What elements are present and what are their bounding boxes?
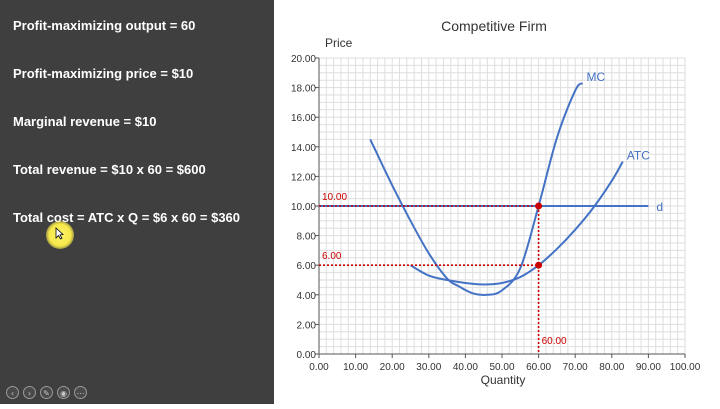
quantity-label: 60.00: [542, 336, 567, 347]
x-tick-label: 0.00: [309, 362, 329, 373]
note-output: Profit-maximizing output = 60: [13, 18, 196, 33]
notes-panel: Profit-maximizing output = 60 Profit-max…: [0, 0, 274, 404]
y-tick-label: 6.00: [297, 261, 317, 272]
series-label-d: d: [656, 200, 663, 214]
x-tick-label: 70.00: [563, 362, 588, 373]
y-tick-label: 16.00: [291, 113, 316, 124]
note-price: Profit-maximizing price = $10: [13, 66, 194, 81]
chart-title: Competitive Firm: [441, 18, 547, 34]
x-tick-label: 10.00: [343, 362, 368, 373]
price-label: 10.00: [322, 192, 347, 203]
previous-icon[interactable]: ‹: [6, 386, 19, 399]
series-line-atc: [409, 161, 624, 286]
chart: Competitive Firm Price Quantity 0.00 10.0…: [291, 18, 701, 387]
y-tick-label: 8.00: [297, 232, 317, 243]
y-tick-label: 0.00: [297, 350, 317, 361]
x-tick-label: 20.00: [380, 362, 405, 373]
y-tick-label: 10.00: [291, 202, 316, 213]
atc-label: 6.00: [322, 251, 342, 262]
x-tick-label: 80.00: [599, 362, 624, 373]
chart-area: Competitive Firm Price Quantity 0.00 10.0…: [274, 0, 720, 404]
data-point: [535, 261, 543, 269]
x-tick-label: 50.00: [489, 362, 514, 373]
y-tick-label: 2.00: [297, 320, 317, 331]
pen-icon[interactable]: ✎: [40, 386, 53, 399]
series-label-mc: MC: [587, 70, 606, 84]
x-tick-label: 100.00: [670, 362, 701, 373]
mouse-pointer-icon: [55, 227, 64, 240]
y-tick-label: 14.00: [291, 143, 316, 154]
zoom-icon[interactable]: ◉: [57, 386, 70, 399]
x-axis-label: Quantity: [481, 373, 526, 387]
annotation-layer: 10.00 6.00 60.00: [319, 192, 567, 354]
series-label-atc: ATC: [627, 149, 650, 163]
x-tick-label: 30.00: [416, 362, 441, 373]
y-tick-label: 4.00: [297, 291, 317, 302]
series-line-mc: [369, 82, 584, 296]
x-tick-label: 40.00: [453, 362, 478, 373]
axes: 0.00 10.00 20.00 30.00 40.00 50.00 60.00 70.00 8…: [291, 54, 701, 373]
y-axis-label: Price: [325, 36, 353, 50]
note-total-revenue: Total revenue = $10 x 60 = $600: [13, 162, 206, 177]
x-tick-label: 60.00: [526, 362, 551, 373]
note-marginal-revenue: Marginal revenue = $10: [13, 114, 157, 129]
data-point: [535, 202, 543, 210]
x-tick-label: 90.00: [636, 362, 661, 373]
notes-list: Profit-maximizing output = 60 Profit-max…: [13, 17, 240, 257]
y-tick-label: 20.00: [291, 54, 316, 65]
y-tick-label: 18.00: [291, 84, 316, 95]
more-icon[interactable]: ⋯: [74, 386, 87, 399]
y-tick-label: 12.00: [291, 172, 316, 183]
next-icon[interactable]: ›: [23, 386, 36, 399]
note-total-cost: Total cost = ATC x Q = $6 x 60 = $360: [13, 210, 241, 225]
player-controls: ‹ › ✎ ◉ ⋯: [6, 386, 87, 399]
